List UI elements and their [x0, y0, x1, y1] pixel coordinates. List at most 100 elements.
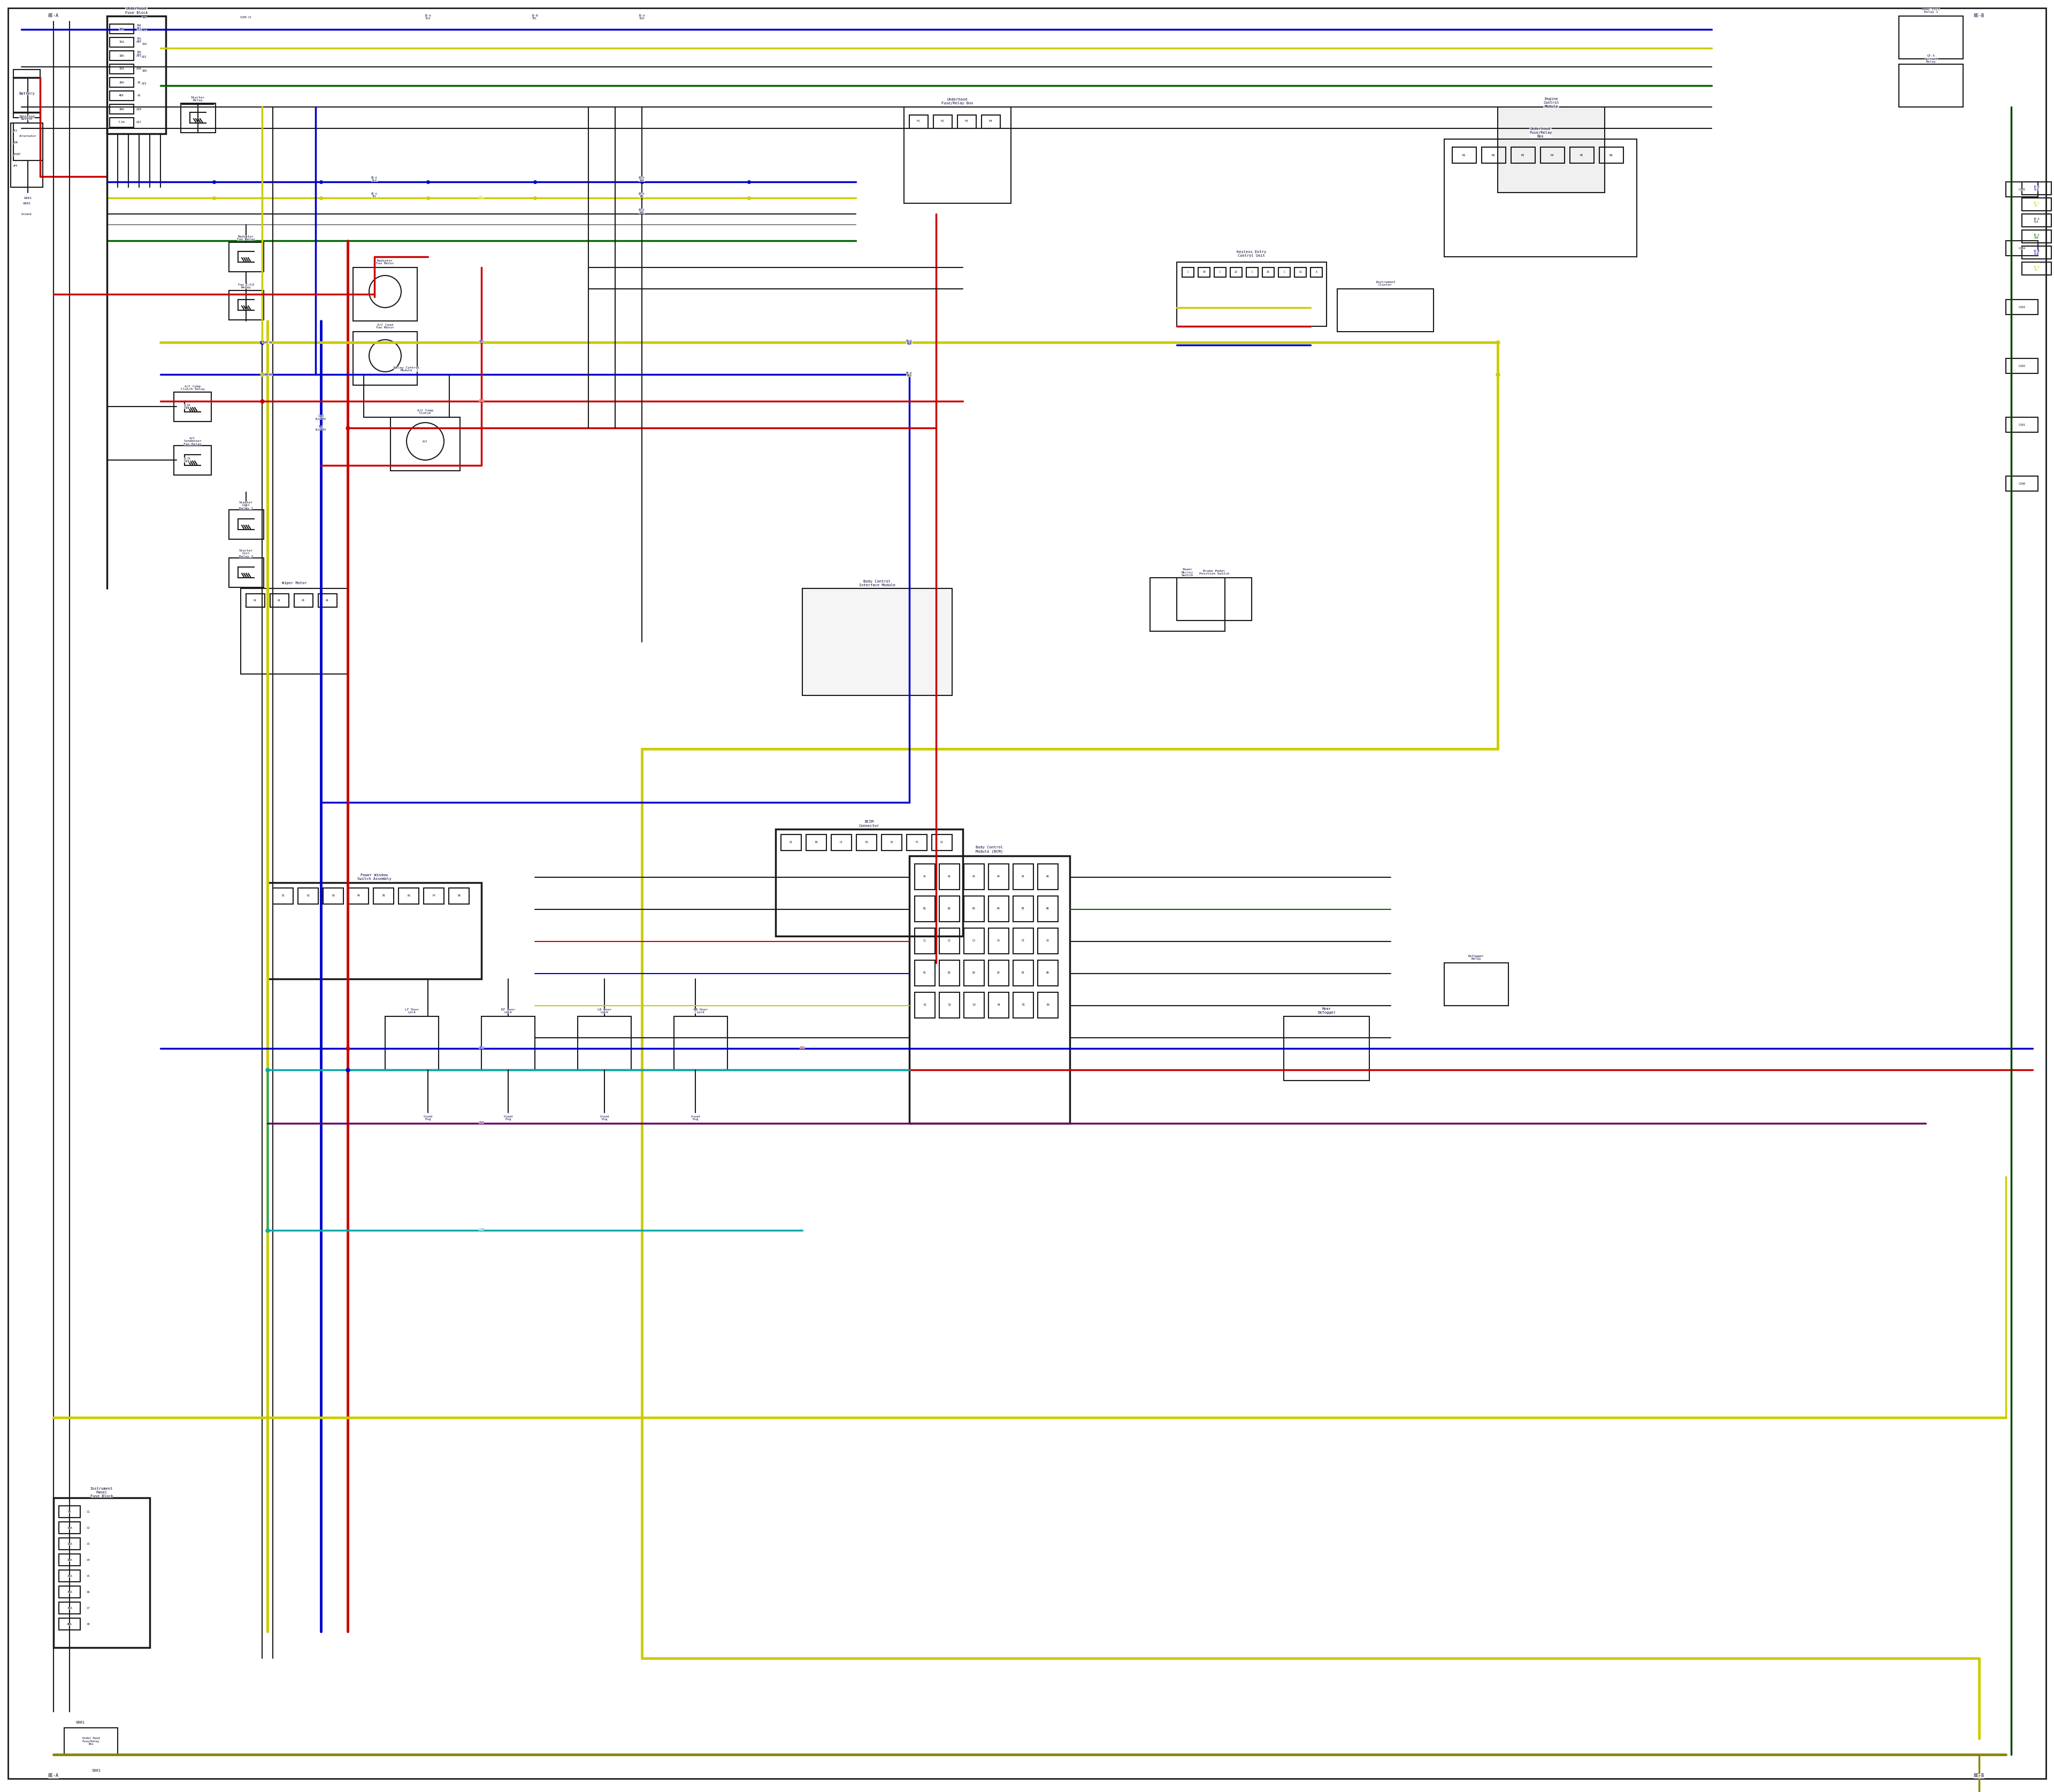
- Bar: [2021, 213, 2052, 228]
- Bar: [246, 593, 265, 607]
- Text: IE-A
YEL: IE-A YEL: [2033, 201, 2040, 208]
- Bar: [776, 830, 963, 935]
- Bar: [398, 889, 419, 903]
- Bar: [267, 883, 481, 978]
- Text: F1: F1: [916, 120, 920, 124]
- Bar: [1898, 16, 1964, 59]
- Text: A23: A23: [142, 82, 148, 86]
- Bar: [1013, 993, 1033, 1018]
- Text: C100-97: C100-97: [263, 373, 273, 376]
- Bar: [988, 993, 1009, 1018]
- Bar: [53, 1498, 150, 1647]
- Bar: [1214, 267, 1226, 278]
- Bar: [1512, 147, 1534, 163]
- Bar: [60, 1554, 80, 1566]
- Text: Ground
Plug: Ground Plug: [423, 1115, 433, 1120]
- Bar: [240, 588, 347, 674]
- Text: Battery: Battery: [18, 91, 35, 95]
- Text: 20A: 20A: [119, 108, 123, 111]
- Bar: [988, 864, 1009, 889]
- Text: Instrument
Panel
Fuse Block: Instrument Panel Fuse Block: [90, 1487, 113, 1498]
- Text: C105: C105: [2019, 188, 2025, 190]
- Text: A2: A2: [277, 599, 281, 602]
- Bar: [914, 896, 935, 921]
- Bar: [109, 118, 134, 127]
- Text: Rear
Defogger: Rear Defogger: [1317, 1007, 1335, 1014]
- Text: Ignition
Switch: Ignition Switch: [18, 115, 35, 120]
- Bar: [109, 77, 134, 88]
- Text: E4: E4: [996, 1004, 1000, 1007]
- Bar: [805, 835, 826, 851]
- Text: R1: R1: [1462, 154, 1467, 156]
- Text: 8E-A
BLU: 8E-A BLU: [906, 339, 912, 346]
- Bar: [2021, 262, 2052, 274]
- Bar: [982, 115, 1000, 129]
- Text: Radiator
Fan Relay: Radiator Fan Relay: [236, 235, 255, 240]
- Text: 8E-B: 8E-B: [1974, 14, 1984, 18]
- Bar: [349, 889, 368, 903]
- Text: Starter
Coil
Relay 1: Starter Coil Relay 1: [238, 502, 253, 511]
- Text: 20A: 20A: [119, 81, 123, 84]
- Text: Starter
Relay: Starter Relay: [191, 97, 205, 102]
- Text: C101: C101: [2019, 423, 2025, 426]
- Text: Under Hood
Fuse/Relay
Box: Under Hood Fuse/Relay Box: [82, 1736, 101, 1745]
- Bar: [60, 1538, 80, 1550]
- Text: 10: 10: [1202, 271, 1206, 274]
- Text: P1: P1: [281, 894, 286, 898]
- Text: RED: RED: [799, 1047, 805, 1048]
- Text: Fan C/CO
Relay: Fan C/CO Relay: [238, 283, 255, 289]
- Text: RF Door
Lock: RF Door Lock: [501, 1009, 516, 1014]
- Text: E1: E1: [924, 1004, 926, 1007]
- Bar: [109, 65, 134, 73]
- Text: D6: D6: [1045, 971, 1050, 975]
- Text: 25A: 25A: [68, 1575, 72, 1577]
- Text: IE-A
BLU: IE-A BLU: [425, 14, 431, 20]
- Bar: [298, 889, 318, 903]
- Bar: [1150, 577, 1224, 631]
- Text: C100-11: C100-11: [240, 16, 253, 18]
- Bar: [481, 1016, 534, 1070]
- Bar: [175, 392, 212, 421]
- Bar: [109, 91, 134, 100]
- Text: GT-5
Current
Relay: GT-5 Current Relay: [1925, 54, 1939, 63]
- Text: C2: C2: [86, 1527, 90, 1529]
- Bar: [109, 38, 134, 47]
- Bar: [2021, 181, 2052, 195]
- Text: A/C
Condenser
Fan Relay: A/C Condenser Fan Relay: [183, 437, 201, 446]
- Bar: [781, 835, 801, 851]
- Text: B4: B4: [996, 907, 1000, 910]
- Bar: [914, 928, 935, 953]
- Text: C101
BLU/RED: C101 BLU/RED: [316, 414, 327, 419]
- Bar: [963, 928, 984, 953]
- Text: C7: C7: [86, 1607, 90, 1609]
- Text: A17: A17: [136, 122, 142, 124]
- Text: RUN: RUN: [14, 142, 18, 143]
- Bar: [988, 928, 1009, 953]
- Bar: [374, 889, 394, 903]
- Bar: [2007, 418, 2038, 432]
- Bar: [273, 889, 294, 903]
- Bar: [175, 446, 212, 475]
- Text: 24: 24: [1267, 271, 1269, 274]
- Bar: [910, 857, 1070, 1124]
- Text: C5: C5: [1021, 939, 1025, 943]
- Text: IE-B
BLU: IE-B BLU: [2033, 249, 2040, 256]
- Bar: [107, 16, 166, 134]
- Text: Ground
Plug: Ground Plug: [503, 1115, 514, 1120]
- Bar: [939, 993, 959, 1018]
- Text: OFF: OFF: [14, 165, 18, 168]
- Text: 2.5A
A25: 2.5A A25: [185, 403, 191, 409]
- Bar: [1177, 262, 1327, 326]
- Text: F1: F1: [916, 840, 918, 844]
- Bar: [1497, 108, 1604, 192]
- Text: P2: P2: [306, 894, 310, 898]
- Text: 8E-A: 8E-A: [47, 14, 60, 18]
- Text: 5A: 5A: [68, 1511, 72, 1512]
- Bar: [933, 115, 953, 129]
- Text: Body Control
Interface Module: Body Control Interface Module: [859, 579, 896, 586]
- Text: Brake Pedal
Position Switch: Brake Pedal Position Switch: [1200, 570, 1228, 575]
- Text: C104: C104: [2019, 247, 2025, 249]
- Bar: [60, 1618, 80, 1631]
- Bar: [2007, 299, 2038, 315]
- Text: RED: RED: [479, 400, 485, 401]
